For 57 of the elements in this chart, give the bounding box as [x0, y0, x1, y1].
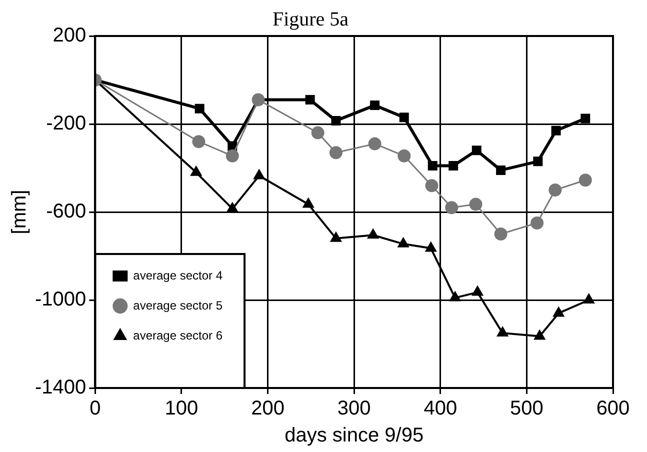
point [551, 126, 561, 136]
point [494, 228, 508, 240]
point [428, 161, 438, 171]
x-tick-label: 400 [424, 398, 458, 420]
point [425, 179, 438, 192]
x-tick-label: 500 [510, 398, 544, 420]
legend-label: average sector 6 [133, 328, 223, 342]
point [398, 237, 409, 248]
point [530, 216, 544, 230]
point [330, 232, 342, 242]
x-tick-label: 600 [596, 398, 630, 420]
x-axis-title: days since 9/95 [284, 424, 424, 447]
point [448, 161, 458, 171]
point [192, 135, 206, 148]
point [548, 184, 562, 196]
x-tick-label: 0 [90, 398, 101, 420]
point [449, 291, 461, 302]
y-tick-label: 200 [52, 24, 86, 47]
point [311, 126, 324, 140]
legend-label: average sector 4 [133, 268, 223, 282]
y-tick-label: -200 [46, 112, 86, 135]
x-tick-label: 100 [164, 398, 198, 420]
y-tick-label: -600 [46, 200, 86, 223]
point [398, 149, 411, 162]
point [425, 242, 437, 252]
point [370, 100, 380, 110]
point [329, 146, 342, 160]
point [533, 156, 543, 166]
legend-label: average sector 5 [133, 298, 223, 312]
y-axis-title: [mm] [8, 190, 31, 234]
x-tick-label: 200 [251, 398, 284, 420]
point [445, 201, 458, 214]
point [472, 146, 482, 156]
point [194, 104, 204, 114]
x-tick-label: 300 [337, 398, 371, 420]
point [469, 198, 482, 211]
point [302, 198, 314, 208]
point [399, 112, 409, 122]
point [368, 137, 382, 150]
point [496, 165, 506, 175]
point [583, 294, 595, 304]
point [580, 114, 590, 124]
point [472, 286, 484, 296]
point [190, 166, 202, 176]
point [331, 116, 341, 126]
y-tick-label: -1000 [34, 288, 86, 311]
point [367, 228, 379, 239]
point [578, 174, 592, 187]
point [253, 169, 265, 180]
point [534, 330, 546, 340]
point [305, 95, 315, 105]
y-tick-label: -1400 [34, 376, 86, 399]
point [552, 306, 564, 317]
point [226, 202, 238, 212]
point [226, 149, 239, 162]
chart-title: Figure 5a [272, 8, 349, 30]
point [496, 326, 508, 336]
